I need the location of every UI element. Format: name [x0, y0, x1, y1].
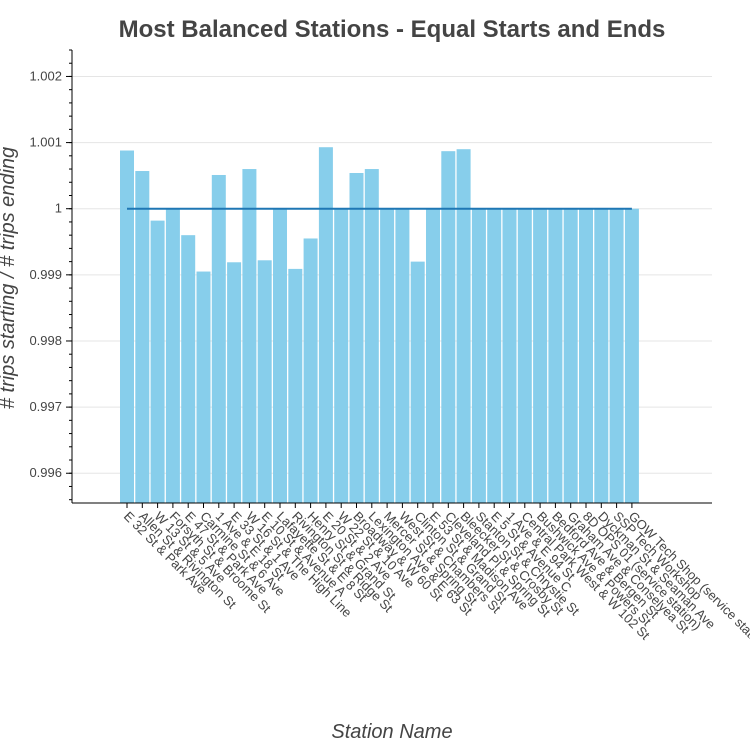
bar	[318, 147, 333, 503]
y-axis-ticks: 0.996 0.997 0.998 0.999 1 1.001 1.002	[29, 49, 72, 501]
bar	[410, 261, 425, 503]
bar	[517, 208, 532, 503]
x-axis-label: Station Name	[331, 721, 452, 743]
bar	[594, 208, 609, 503]
bar	[533, 208, 548, 503]
bar	[242, 169, 257, 503]
bar	[364, 169, 379, 503]
bar	[456, 149, 471, 503]
y-tick-label: 0.998	[29, 333, 62, 348]
bar	[196, 271, 211, 503]
y-tick-label: 1.002	[29, 68, 62, 83]
y-tick-label: 1.001	[29, 135, 62, 150]
bar	[380, 208, 395, 503]
bar	[441, 151, 456, 503]
y-tick-label: 0.996	[29, 465, 62, 480]
y-tick-label: 1	[55, 201, 62, 216]
bar	[471, 208, 486, 503]
bar	[273, 208, 287, 503]
bar	[502, 208, 517, 503]
bar	[227, 262, 242, 503]
bar	[395, 208, 410, 503]
bar	[579, 208, 593, 503]
bars-group	[120, 147, 639, 504]
bar	[120, 150, 134, 503]
chart-title: Most Balanced Stations - Equal Starts an…	[119, 16, 666, 43]
axes	[71, 50, 712, 504]
bar	[181, 235, 196, 503]
y-axis-label: # trips starting / # trips ending	[0, 147, 19, 409]
bar	[563, 208, 578, 503]
bar	[150, 220, 165, 504]
bar	[257, 260, 272, 503]
bar	[349, 173, 364, 503]
bar	[288, 268, 303, 503]
y-tick-label: 0.997	[29, 399, 62, 414]
bar	[426, 208, 440, 503]
bar	[624, 208, 639, 503]
bar	[548, 208, 563, 503]
bar	[303, 238, 318, 503]
bar	[135, 171, 150, 503]
bar	[334, 208, 349, 503]
bar	[165, 208, 180, 503]
bar	[487, 208, 502, 503]
bar	[211, 174, 226, 503]
y-tick-label: 0.999	[29, 267, 62, 282]
bar	[609, 208, 624, 503]
